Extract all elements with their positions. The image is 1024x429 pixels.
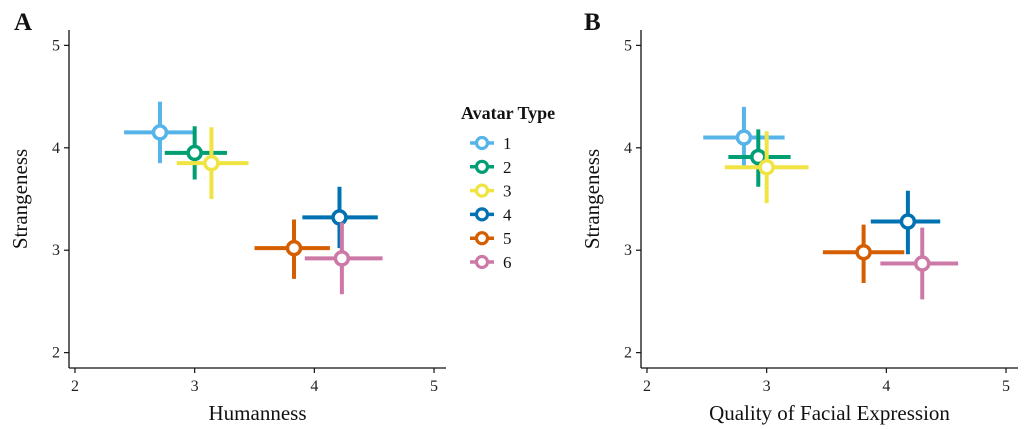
- legend-key-marker: [474, 207, 490, 222]
- legend-key-marker: [474, 183, 490, 198]
- y-tick-label: 3: [52, 242, 60, 259]
- x-axis-title: Quality of Facial Expression: [709, 401, 950, 425]
- legend-key-marker: [474, 231, 490, 246]
- data-point-6: [880, 227, 959, 300]
- point-marker: [914, 255, 931, 272]
- panel-letter: B: [584, 9, 601, 36]
- y-tick-label: 5: [52, 37, 60, 54]
- x-tick-label: 3: [191, 378, 199, 395]
- y-tick-label: 5: [624, 37, 632, 54]
- data-point-1: [703, 106, 785, 169]
- x-tick-label: 4: [882, 378, 890, 395]
- x-tick-label: 4: [310, 378, 318, 395]
- data-point-5: [822, 224, 905, 283]
- point-marker: [735, 129, 753, 146]
- data-point-2: [164, 126, 227, 180]
- data-point-3: [176, 127, 249, 199]
- legend-label: 3: [503, 182, 512, 201]
- legend-item-3: 3: [470, 182, 512, 201]
- x-tick-label: 3: [763, 378, 771, 395]
- legend-label: 6: [503, 253, 512, 272]
- legend-label: 1: [503, 134, 512, 153]
- panel-b: B 2 3 4 5 2 3 4 5 Quality of Facial Expression Str…: [580, 9, 1018, 425]
- legend-item-1: 1: [470, 134, 512, 153]
- point-marker: [855, 244, 872, 261]
- point-marker: [899, 213, 917, 230]
- legend-title: Avatar Type: [461, 103, 555, 123]
- x-tick-label: 5: [430, 378, 438, 395]
- y-tick-label: 3: [624, 242, 632, 259]
- legend: Avatar Type 1 2 3 4 5 6: [461, 103, 555, 272]
- point-marker: [285, 239, 303, 257]
- legend-label: 2: [503, 158, 512, 177]
- legend-label: 5: [503, 229, 512, 248]
- point-marker: [331, 209, 348, 226]
- x-tick-label: 5: [1002, 378, 1010, 395]
- legend-label: 4: [503, 205, 512, 224]
- x-tick-label: 2: [643, 378, 651, 395]
- y-axis-title: Strangeness: [8, 149, 32, 249]
- y-tick-label: 2: [52, 345, 60, 362]
- x-axis-title: Humanness: [209, 401, 307, 425]
- legend-key-marker: [474, 159, 490, 174]
- y-tick-label: 2: [624, 345, 632, 362]
- legend-item-5: 5: [470, 229, 512, 248]
- point-marker: [151, 124, 169, 141]
- data-point-5: [254, 219, 330, 279]
- panel-letter: A: [14, 9, 32, 36]
- x-tick-label: 2: [71, 378, 79, 395]
- data-point-2: [728, 129, 791, 187]
- y-axis-title: Strangeness: [580, 149, 604, 249]
- legend-key-marker: [474, 135, 490, 151]
- data-point-4: [302, 186, 378, 249]
- y-tick-label: 4: [624, 140, 632, 157]
- legend-key-marker: [474, 254, 490, 270]
- legend-item-4: 4: [470, 205, 512, 224]
- data-point-3: [724, 131, 809, 204]
- data-point-6: [304, 222, 383, 295]
- data-point-4: [870, 190, 941, 255]
- point-marker: [758, 158, 775, 176]
- y-tick-label: 4: [52, 140, 60, 157]
- legend-item-6: 6: [470, 253, 512, 272]
- point-marker: [333, 250, 351, 267]
- legend-item-2: 2: [470, 158, 512, 177]
- data-point-1: [124, 101, 196, 164]
- point-marker: [203, 154, 220, 172]
- point-marker: [186, 144, 203, 162]
- panel-a: A 2 3 4 5 2 3 4 5 Humanness Strangeness: [8, 9, 446, 425]
